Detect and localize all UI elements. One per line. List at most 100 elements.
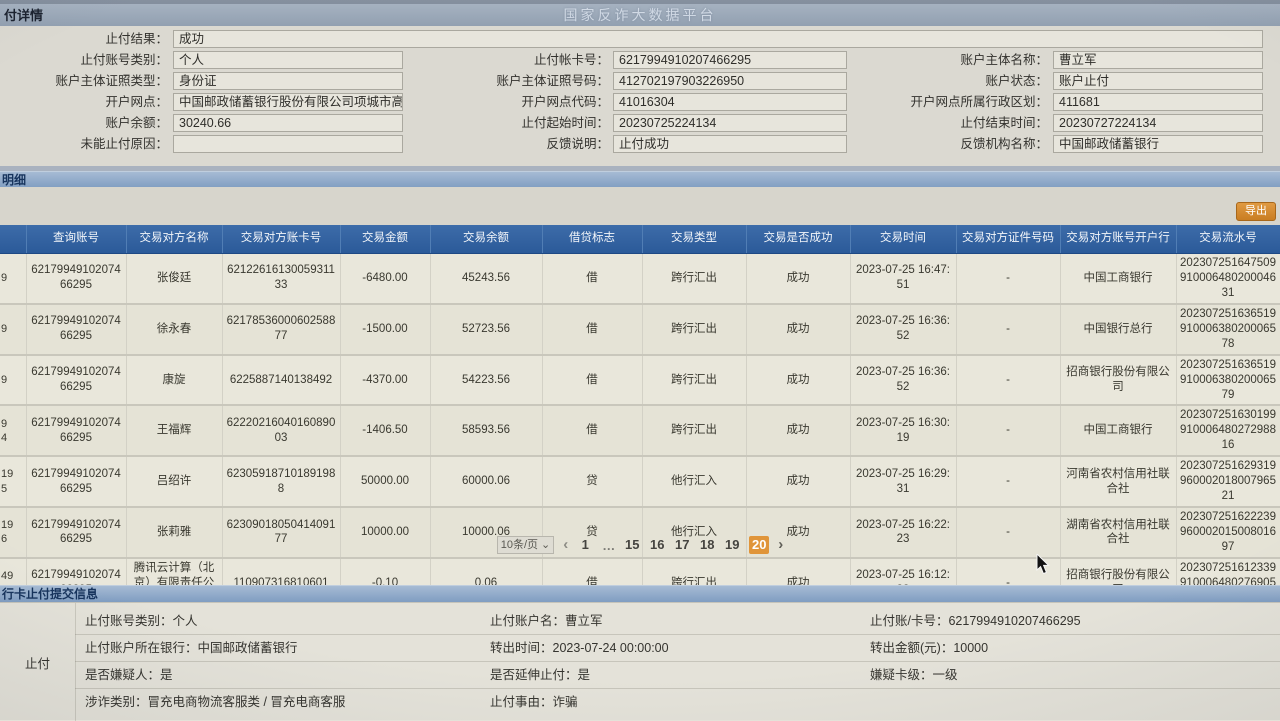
table-cell: -	[956, 456, 1061, 509]
field-label: 账户余额：	[105, 116, 168, 130]
table-cell: -4370.00	[340, 354, 431, 407]
submit-info-row: 止付账户所在银行：中国邮政储蓄银行 转出时间：2023-07-24 00:00:0…	[75, 635, 1280, 662]
column-header: 交易是否成功	[746, 225, 851, 254]
column-header: 交易对方证件号码	[956, 225, 1061, 254]
platform-title: 国家反诈大数据平台	[563, 7, 717, 23]
table-cell: 10000.00	[340, 507, 431, 559]
page-size-select[interactable]: 10条/页 ⌄	[496, 536, 555, 554]
field-value-box: 6217994910207466295	[613, 51, 847, 69]
prev-page-button[interactable]: ‹	[563, 536, 569, 553]
table-cell: 50000.00	[340, 456, 431, 509]
table-row: 9 6217994910207466295 康旋 6225887140138492 -4…	[0, 354, 1280, 407]
submit-side-label: 止付	[0, 603, 76, 721]
detail-form-row: 账户余额： 30240.66 止付起始时间： 20230725224134 止付结束时间…	[0, 112, 1280, 133]
field-value-box: 41016304	[613, 93, 847, 111]
table-cell: 20230725163651991000638020006579	[1176, 354, 1280, 407]
field-label: 账户状态：	[985, 74, 1048, 88]
submit-info-row: 是否嫌疑人：是 是否延伸止付：是 嫌疑卡级：一级	[75, 662, 1280, 689]
table-cell: 9	[0, 253, 27, 305]
table-cell: 跨行汇出	[642, 405, 747, 458]
table-cell: 借	[542, 354, 643, 407]
table-cell: 19 5	[0, 456, 27, 509]
table-cell: 20230725162223996000201500801697	[1176, 507, 1280, 559]
page-button-18[interactable]: 18	[700, 537, 715, 552]
column-header: 交易类型	[642, 225, 747, 254]
table-cell: -	[956, 303, 1061, 356]
table-cell: 贷	[542, 456, 643, 509]
field-value-box: 成功	[173, 30, 1263, 48]
table-row: 19 6 6217994910207466295 张莉雅 62309018050414…	[0, 507, 1280, 559]
field-label: 账户主体证照类型：	[55, 74, 168, 88]
table-row: 9 4 6217994910207466295 王福辉 622202160401608…	[0, 405, 1280, 458]
table-cell: 6225887140138492	[222, 354, 341, 407]
table-cell: 9	[0, 354, 27, 407]
next-page-button[interactable]: ›	[778, 536, 784, 553]
table-cell: 成功	[746, 456, 851, 509]
submit-info-item: 是否延伸止付：是	[490, 668, 591, 682]
table-cell: 6217994910207466295	[26, 303, 127, 356]
screen-top-edge	[0, 0, 1280, 4]
submit-info-item: 止付账户所在银行：中国邮政储蓄银行	[85, 641, 298, 655]
field-label: 反馈说明：	[546, 137, 609, 151]
column-header: 交易金额	[340, 225, 431, 254]
table-cell: -6480.00	[340, 253, 431, 305]
column-header: 交易流水号	[1176, 225, 1280, 254]
field-value-box: 曹立军	[1053, 51, 1263, 69]
table-cell: 6230901805041409177	[222, 507, 341, 559]
submit-info-item: 止付事由：诈骗	[490, 695, 578, 709]
page-button-17[interactable]: 17	[675, 537, 690, 552]
table-cell: 成功	[746, 253, 851, 305]
field-label: 止付结果：	[105, 32, 168, 46]
table-cell: 成功	[746, 354, 851, 407]
table-cell: 中国工商银行	[1060, 405, 1177, 458]
page-button-1[interactable]: 1	[581, 537, 589, 552]
table-cell: 52723.56	[430, 303, 543, 356]
table-cell: 贷	[542, 507, 643, 559]
page-ellipsis: …	[602, 537, 616, 553]
page-button-20[interactable]: 20	[749, 536, 770, 554]
table-cell: 2023-07-25 16:29:31	[850, 456, 957, 509]
detail-form-row: 未能止付原因： 反馈说明： 止付成功 反馈机构名称： 中国邮政储蓄银行	[0, 133, 1280, 154]
stop-payment-detail-panel: 止付结果： 成功 止付账号类别： 个人 止付帐卡号： 621799491020746629…	[0, 26, 1280, 167]
table-cell: 借	[542, 253, 643, 305]
table-cell: 58593.56	[430, 405, 543, 458]
table-cell: 跨行汇出	[642, 354, 747, 407]
field-label: 止付起始时间：	[521, 116, 609, 130]
column-header: 查询账号	[26, 225, 127, 254]
table-cell: -1500.00	[340, 303, 431, 356]
table-cell: 徐永春	[126, 303, 223, 356]
field-label: 账户主体证照号码：	[496, 74, 609, 88]
submit-section-title: 行卡止付提交信息	[2, 587, 99, 601]
table-cell: -	[956, 405, 1061, 458]
submit-info-item: 转出时间：2023-07-24 00:00:00	[490, 641, 669, 655]
pagination: 10条/页 ⌄ ‹ 1 … 15 16 17 18 19 20 ›	[0, 534, 1280, 556]
table-cell: 成功	[746, 405, 851, 458]
field-label: 止付结束时间：	[960, 116, 1048, 130]
field-value-box: 止付成功	[613, 135, 847, 153]
export-button[interactable]: 导出	[1236, 202, 1276, 221]
column-header: 交易时间	[850, 225, 957, 254]
table-cell: 2023-07-25 16:22:23	[850, 507, 957, 559]
page-button-15[interactable]: 15	[625, 537, 640, 552]
page-button-16[interactable]: 16	[650, 537, 665, 552]
field-label: 止付账号类别：	[80, 53, 168, 67]
table-row: 9 6217994910207466295 徐永春 62178536000602588…	[0, 303, 1280, 356]
table-cell: 康旋	[126, 354, 223, 407]
field-value-box	[173, 135, 403, 153]
transactions-region: 导出 查询账号 交易对方名称 交易对方账卡号 交易金额 交易余额 借贷标志 交易类型 交易是否…	[0, 187, 1280, 661]
field-label: 反馈机构名称：	[960, 137, 1048, 151]
table-cell: -	[956, 253, 1061, 305]
table-cell: 20230725163019991000648027298816	[1176, 405, 1280, 458]
table-cell: 60000.06	[430, 456, 543, 509]
detail-form-row: 止付结果： 成功	[0, 28, 1280, 49]
table-cell: 6217994910207466295	[26, 405, 127, 458]
table-cell: 他行汇入	[642, 507, 747, 559]
column-header: 借贷标志	[542, 225, 643, 254]
table-cell: 54223.56	[430, 354, 543, 407]
field-value-box: 20230725224134	[613, 114, 847, 132]
table-cell: 中国工商银行	[1060, 253, 1177, 305]
table-cell: 19 6	[0, 507, 27, 559]
page-button-19[interactable]: 19	[725, 537, 740, 552]
table-cell: 6217994910207466295	[26, 354, 127, 407]
table-cell: 张莉雅	[126, 507, 223, 559]
